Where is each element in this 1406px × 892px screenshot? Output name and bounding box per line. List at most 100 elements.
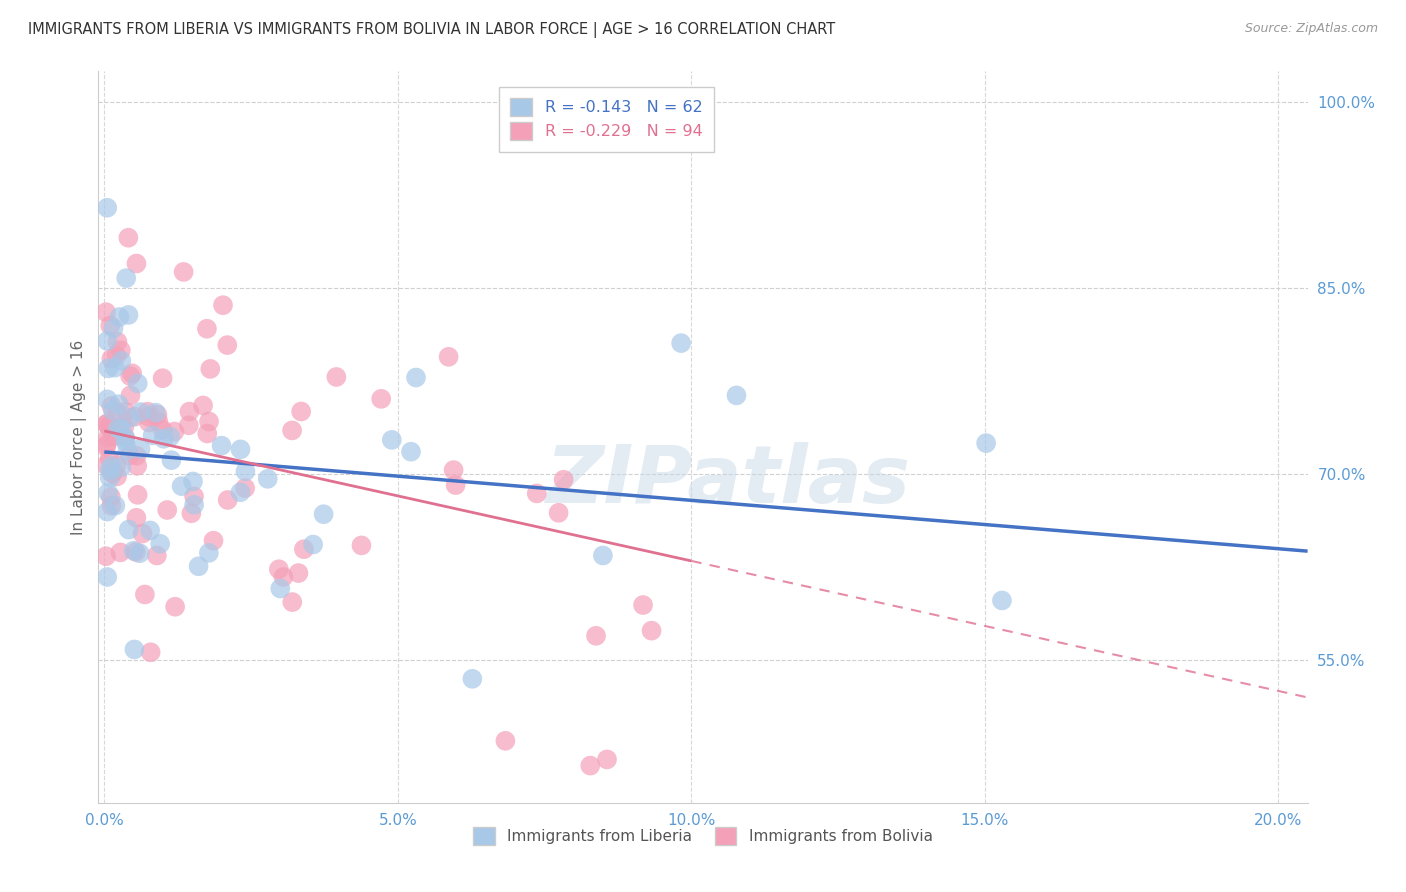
Point bbox=[198, 415, 221, 429]
Point bbox=[114, 434, 136, 449]
Point bbox=[96, 437, 118, 451]
Point bbox=[631, 598, 654, 612]
Point bbox=[547, 506, 569, 520]
Point bbox=[669, 336, 692, 351]
Point bbox=[96, 505, 118, 519]
Point bbox=[200, 362, 222, 376]
Point bbox=[181, 475, 204, 489]
Point bbox=[134, 587, 156, 601]
Point bbox=[98, 418, 121, 433]
Point bbox=[191, 399, 214, 413]
Point bbox=[96, 417, 118, 431]
Point bbox=[269, 582, 291, 596]
Point bbox=[101, 425, 124, 440]
Point bbox=[104, 360, 127, 375]
Y-axis label: In Labor Force | Age > 16: In Labor Force | Age > 16 bbox=[72, 340, 87, 534]
Point bbox=[350, 538, 373, 552]
Point bbox=[152, 423, 174, 437]
Point bbox=[105, 458, 128, 472]
Point bbox=[146, 408, 169, 422]
Point bbox=[183, 490, 205, 504]
Point bbox=[405, 370, 427, 384]
Point bbox=[312, 507, 335, 521]
Point bbox=[302, 537, 325, 551]
Point bbox=[94, 305, 117, 319]
Point bbox=[159, 430, 181, 444]
Point bbox=[163, 425, 186, 439]
Point bbox=[100, 499, 122, 513]
Point bbox=[585, 629, 607, 643]
Point bbox=[136, 405, 159, 419]
Point bbox=[183, 498, 205, 512]
Point bbox=[187, 559, 209, 574]
Point bbox=[118, 449, 141, 463]
Point bbox=[290, 404, 312, 418]
Point bbox=[256, 472, 278, 486]
Legend: Immigrants from Liberia, Immigrants from Bolivia: Immigrants from Liberia, Immigrants from… bbox=[464, 818, 942, 854]
Point bbox=[114, 405, 136, 419]
Point bbox=[179, 404, 201, 418]
Point bbox=[127, 376, 149, 391]
Point bbox=[128, 546, 150, 560]
Point bbox=[94, 549, 117, 564]
Point bbox=[281, 595, 304, 609]
Point bbox=[117, 231, 139, 245]
Point bbox=[579, 758, 602, 772]
Point bbox=[146, 549, 169, 563]
Point bbox=[149, 537, 172, 551]
Text: IMMIGRANTS FROM LIBERIA VS IMMIGRANTS FROM BOLIVIA IN LABOR FORCE | AGE > 16 COR: IMMIGRANTS FROM LIBERIA VS IMMIGRANTS FR… bbox=[28, 22, 835, 38]
Point bbox=[165, 599, 187, 614]
Point bbox=[97, 361, 120, 376]
Point bbox=[110, 460, 132, 475]
Point bbox=[195, 426, 218, 441]
Point bbox=[122, 543, 145, 558]
Point bbox=[114, 431, 136, 445]
Point bbox=[127, 488, 149, 502]
Point bbox=[98, 463, 121, 477]
Point bbox=[124, 642, 146, 657]
Point bbox=[325, 370, 347, 384]
Point bbox=[229, 485, 252, 500]
Point bbox=[152, 371, 174, 385]
Point bbox=[138, 416, 160, 430]
Point bbox=[592, 549, 614, 563]
Point bbox=[461, 672, 484, 686]
Point bbox=[129, 405, 152, 419]
Point bbox=[217, 338, 239, 352]
Point bbox=[281, 424, 304, 438]
Point bbox=[103, 321, 125, 335]
Text: ZIPatlas: ZIPatlas bbox=[544, 442, 910, 520]
Point bbox=[170, 479, 193, 493]
Point bbox=[233, 481, 256, 495]
Point bbox=[444, 478, 467, 492]
Point bbox=[267, 562, 290, 576]
Point bbox=[381, 433, 404, 447]
Point bbox=[117, 443, 139, 458]
Point bbox=[105, 406, 128, 420]
Point bbox=[96, 201, 118, 215]
Point bbox=[98, 451, 121, 466]
Point bbox=[139, 524, 162, 538]
Point bbox=[991, 593, 1014, 607]
Point bbox=[97, 420, 120, 434]
Point bbox=[125, 511, 148, 525]
Point bbox=[229, 442, 252, 457]
Point bbox=[160, 453, 183, 467]
Point bbox=[110, 353, 132, 368]
Point bbox=[96, 417, 118, 431]
Point bbox=[94, 458, 117, 472]
Point bbox=[173, 265, 195, 279]
Point bbox=[124, 409, 146, 424]
Point bbox=[100, 399, 122, 413]
Point bbox=[494, 734, 516, 748]
Point bbox=[94, 440, 117, 454]
Point bbox=[96, 334, 118, 348]
Point bbox=[108, 310, 131, 324]
Point bbox=[145, 406, 167, 420]
Point bbox=[97, 485, 120, 500]
Point bbox=[104, 429, 127, 443]
Point bbox=[211, 439, 233, 453]
Point bbox=[120, 369, 142, 384]
Point bbox=[292, 542, 315, 557]
Point bbox=[125, 256, 148, 270]
